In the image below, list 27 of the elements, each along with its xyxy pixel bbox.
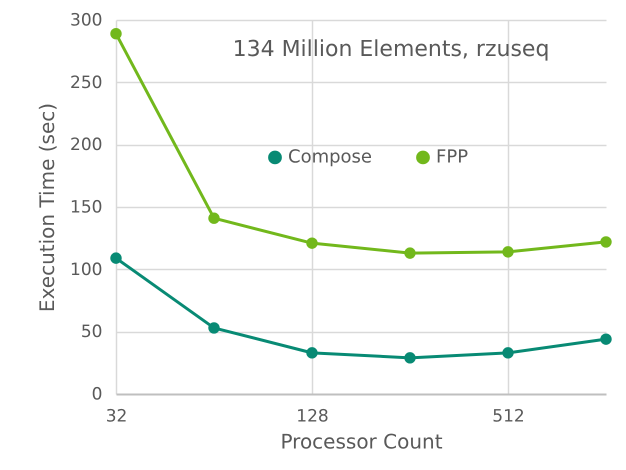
point [502, 246, 514, 258]
x-tick-label: 32 [106, 406, 128, 426]
point [110, 252, 122, 264]
point [404, 247, 416, 259]
point [306, 237, 318, 249]
y-tick-label: 200 [70, 135, 102, 156]
x-tick-label: 512 [492, 406, 525, 426]
legend-label: Compose [288, 146, 372, 168]
y-axis-title: Execution Time (sec) [35, 102, 60, 312]
point [110, 28, 122, 40]
y-tick-label: 300 [70, 10, 102, 30]
legend-label: FPP [436, 146, 468, 168]
y-tick-label: 150 [70, 198, 102, 218]
point [306, 347, 318, 359]
x-axis-title: Processor Count [280, 430, 443, 454]
point [502, 347, 514, 359]
x-tick-label: 128 [296, 406, 329, 426]
point [208, 212, 220, 224]
point [404, 352, 416, 364]
y-tick-label: 50 [80, 322, 102, 342]
text: 134 Million Elements, rzuseq [232, 37, 550, 62]
y-tick-label: 250 [70, 72, 102, 93]
point [208, 322, 220, 334]
y-tick-label: 100 [70, 260, 102, 280]
point [600, 333, 612, 345]
point [600, 236, 612, 248]
y-tick-label: 0 [92, 384, 102, 404]
